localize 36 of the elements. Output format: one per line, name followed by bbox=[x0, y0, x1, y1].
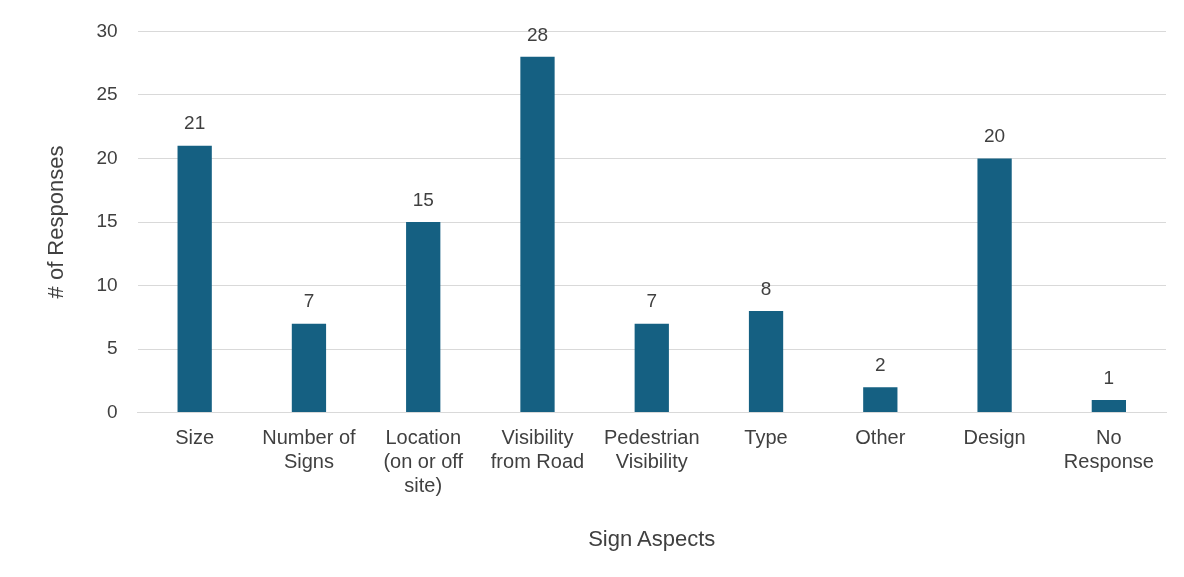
bar bbox=[291, 323, 327, 413]
data-label: 7 bbox=[646, 290, 658, 312]
y-tick-label: 15 bbox=[96, 210, 118, 232]
x-tick-label: Number of Signs bbox=[262, 426, 357, 473]
data-label: 2 bbox=[875, 353, 886, 375]
y-tick-label: 0 bbox=[106, 400, 118, 422]
bar bbox=[406, 222, 441, 413]
data-label: 7 bbox=[303, 290, 315, 312]
data-label: 21 bbox=[184, 112, 206, 134]
x-tick-label: Other bbox=[855, 426, 906, 449]
bar bbox=[520, 56, 555, 413]
y-axis-title: # of Responses bbox=[43, 145, 69, 299]
x-tick-label: Pedestrian Visibility bbox=[603, 426, 700, 473]
y-tick-label: 5 bbox=[106, 337, 118, 359]
bar bbox=[977, 158, 1012, 413]
data-label: 20 bbox=[984, 125, 1006, 147]
x-tick-label: No Response bbox=[1063, 426, 1154, 473]
data-label: 8 bbox=[760, 277, 772, 299]
bar bbox=[863, 387, 898, 413]
data-label: 1 bbox=[1103, 366, 1115, 388]
data-label: 28 bbox=[526, 23, 549, 45]
bar bbox=[748, 310, 784, 413]
bar bbox=[1091, 399, 1126, 413]
x-tick-label: Design bbox=[963, 426, 1026, 449]
x-tick-label: Type bbox=[744, 426, 788, 449]
y-tick-label: 30 bbox=[96, 19, 118, 41]
y-tick-label: 10 bbox=[96, 273, 118, 295]
x-tick-label: Location (on or off site) bbox=[383, 426, 464, 497]
data-label: 15 bbox=[412, 188, 434, 210]
x-axis-title: Sign Aspects bbox=[588, 525, 716, 551]
bar bbox=[177, 145, 212, 413]
bar bbox=[634, 323, 669, 413]
x-tick-label: Size bbox=[175, 426, 215, 449]
y-tick-label: 20 bbox=[96, 146, 118, 168]
y-tick-label: 25 bbox=[96, 83, 118, 105]
x-tick-label: Visibility from Road bbox=[490, 426, 585, 473]
